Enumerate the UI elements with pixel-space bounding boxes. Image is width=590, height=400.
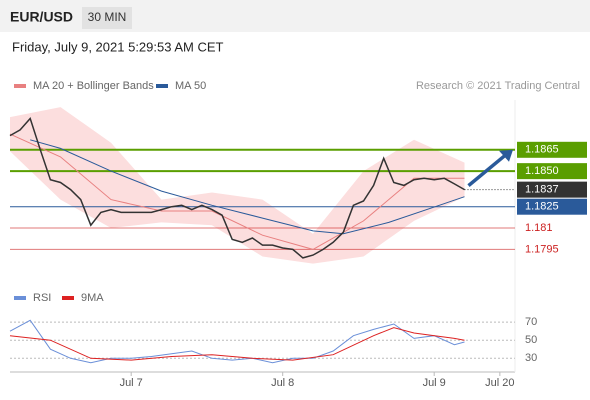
legend-swatch: [14, 84, 26, 88]
x-tick-label: Jul 20: [485, 377, 514, 389]
label-box: [517, 163, 587, 180]
timestamp: Friday, July 9, 2021 5:29:53 AM CET: [12, 39, 224, 54]
source: Research © 2021 Trading Central: [416, 80, 580, 92]
level-label: 1.1850: [525, 165, 559, 177]
level-label: 1.181: [525, 222, 553, 234]
x-tick-label: Jul 9: [423, 377, 446, 389]
label-box: [517, 141, 587, 158]
y-tick-label: 70: [525, 316, 537, 328]
legend-label: 9MA: [81, 292, 104, 304]
bollinger-band: [10, 107, 465, 264]
level-label: 1.1825: [525, 201, 559, 213]
ma-line: [30, 139, 465, 235]
oscillator-line: [9, 327, 465, 361]
ma-line: [9, 133, 465, 250]
level-label: 1.1837: [525, 184, 559, 196]
x-tick-label: Jul 7: [120, 377, 143, 389]
target-arrowhead: [499, 149, 513, 162]
level-label: 1.1795: [525, 243, 559, 255]
target-arrow: [467, 152, 509, 187]
y-tick-label: 50: [525, 334, 537, 346]
timeframe-box: [82, 7, 132, 29]
price-line: [9, 117, 465, 259]
oscillator-line: [9, 319, 465, 364]
timeframe: 30 MIN: [88, 10, 127, 24]
legend-swatch: [156, 84, 168, 88]
legend-swatch: [62, 296, 74, 300]
legend-label: MA 20 + Bollinger Bands: [33, 80, 154, 92]
y-tick-label: 30: [525, 352, 537, 364]
label-box: [517, 181, 587, 198]
legend-swatch: [14, 296, 26, 300]
legend-label: RSI: [33, 292, 51, 304]
symbol: EUR/USD: [10, 9, 73, 25]
legend-label: MA 50: [175, 80, 206, 92]
level-label: 1.1865: [525, 144, 559, 156]
x-tick-label: Jul 8: [271, 377, 294, 389]
label-box: [517, 198, 587, 215]
